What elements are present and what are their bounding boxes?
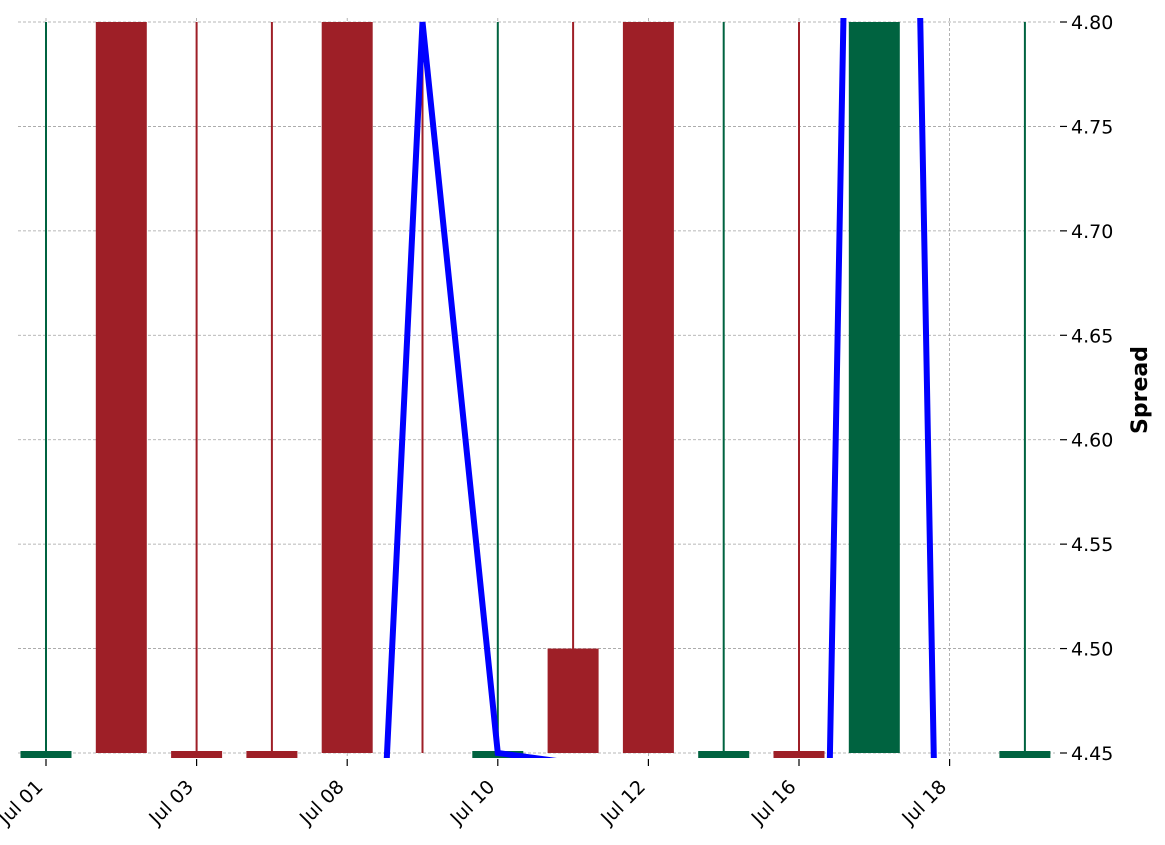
candle-body	[171, 751, 223, 758]
candle	[95, 22, 147, 753]
candle	[698, 22, 750, 758]
y-tick-label: 4.50	[1071, 639, 1113, 661]
y-axis: 4.45 4.50 4.55 4.60 4.65 4.70 4.75 4.80	[1060, 12, 1113, 765]
x-tick-label: Jul 18	[897, 776, 951, 830]
x-axis: Jul 01 Jul 03 Jul 08 Jul 10 Jul 12 Jul 16 Jul …	[0, 759, 951, 830]
candle-body	[321, 22, 373, 753]
y-tick-label: 4.45	[1071, 743, 1113, 765]
candle	[321, 22, 373, 753]
candle-body	[999, 751, 1051, 758]
spread-line	[383, 18, 937, 758]
y-tick-label: 4.75	[1071, 116, 1113, 138]
y-tick-label: 4.65	[1071, 325, 1113, 347]
candle-body	[698, 751, 750, 758]
candle-body	[622, 22, 674, 753]
candle-layer	[20, 22, 1051, 758]
candle	[472, 22, 524, 758]
candle	[773, 22, 825, 758]
candle	[848, 22, 900, 753]
candle-body	[20, 751, 72, 758]
x-tick-label: Jul 01	[0, 776, 48, 830]
candle-body	[547, 648, 599, 753]
x-tick-label: Jul 12	[596, 776, 650, 830]
candle-body	[773, 751, 825, 758]
candle-body	[246, 751, 298, 758]
candle	[547, 22, 599, 753]
x-tick-label: Jul 16	[747, 776, 801, 830]
candle	[622, 22, 674, 753]
x-tick-label: Jul 03	[144, 776, 198, 830]
candle	[20, 22, 72, 758]
candle-body	[848, 22, 900, 753]
x-tick-label: Jul 10	[445, 776, 499, 830]
y-tick-label: 4.60	[1071, 430, 1113, 452]
line-series-layer	[383, 18, 937, 758]
x-tick-label: Jul 08	[295, 776, 349, 830]
y-tick-label: 4.80	[1071, 12, 1113, 34]
y-axis-label: Spread	[1128, 346, 1153, 434]
y-tick-label: 4.70	[1071, 221, 1113, 243]
candle	[171, 22, 223, 758]
candle	[246, 22, 298, 758]
candle	[999, 22, 1051, 758]
y-tick-label: 4.55	[1071, 534, 1113, 556]
candle-body	[95, 22, 147, 753]
